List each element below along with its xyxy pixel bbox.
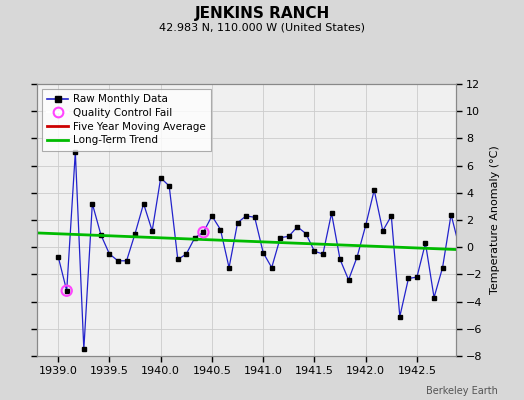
Text: 42.983 N, 110.000 W (United States): 42.983 N, 110.000 W (United States): [159, 22, 365, 32]
Point: [199, 229, 208, 236]
Legend: Raw Monthly Data, Quality Control Fail, Five Year Moving Average, Long-Term Tren: Raw Monthly Data, Quality Control Fail, …: [42, 89, 211, 150]
Point: [62, 288, 71, 294]
Text: Berkeley Earth: Berkeley Earth: [426, 386, 498, 396]
Text: JENKINS RANCH: JENKINS RANCH: [194, 6, 330, 21]
Y-axis label: Temperature Anomaly (°C): Temperature Anomaly (°C): [490, 146, 500, 294]
